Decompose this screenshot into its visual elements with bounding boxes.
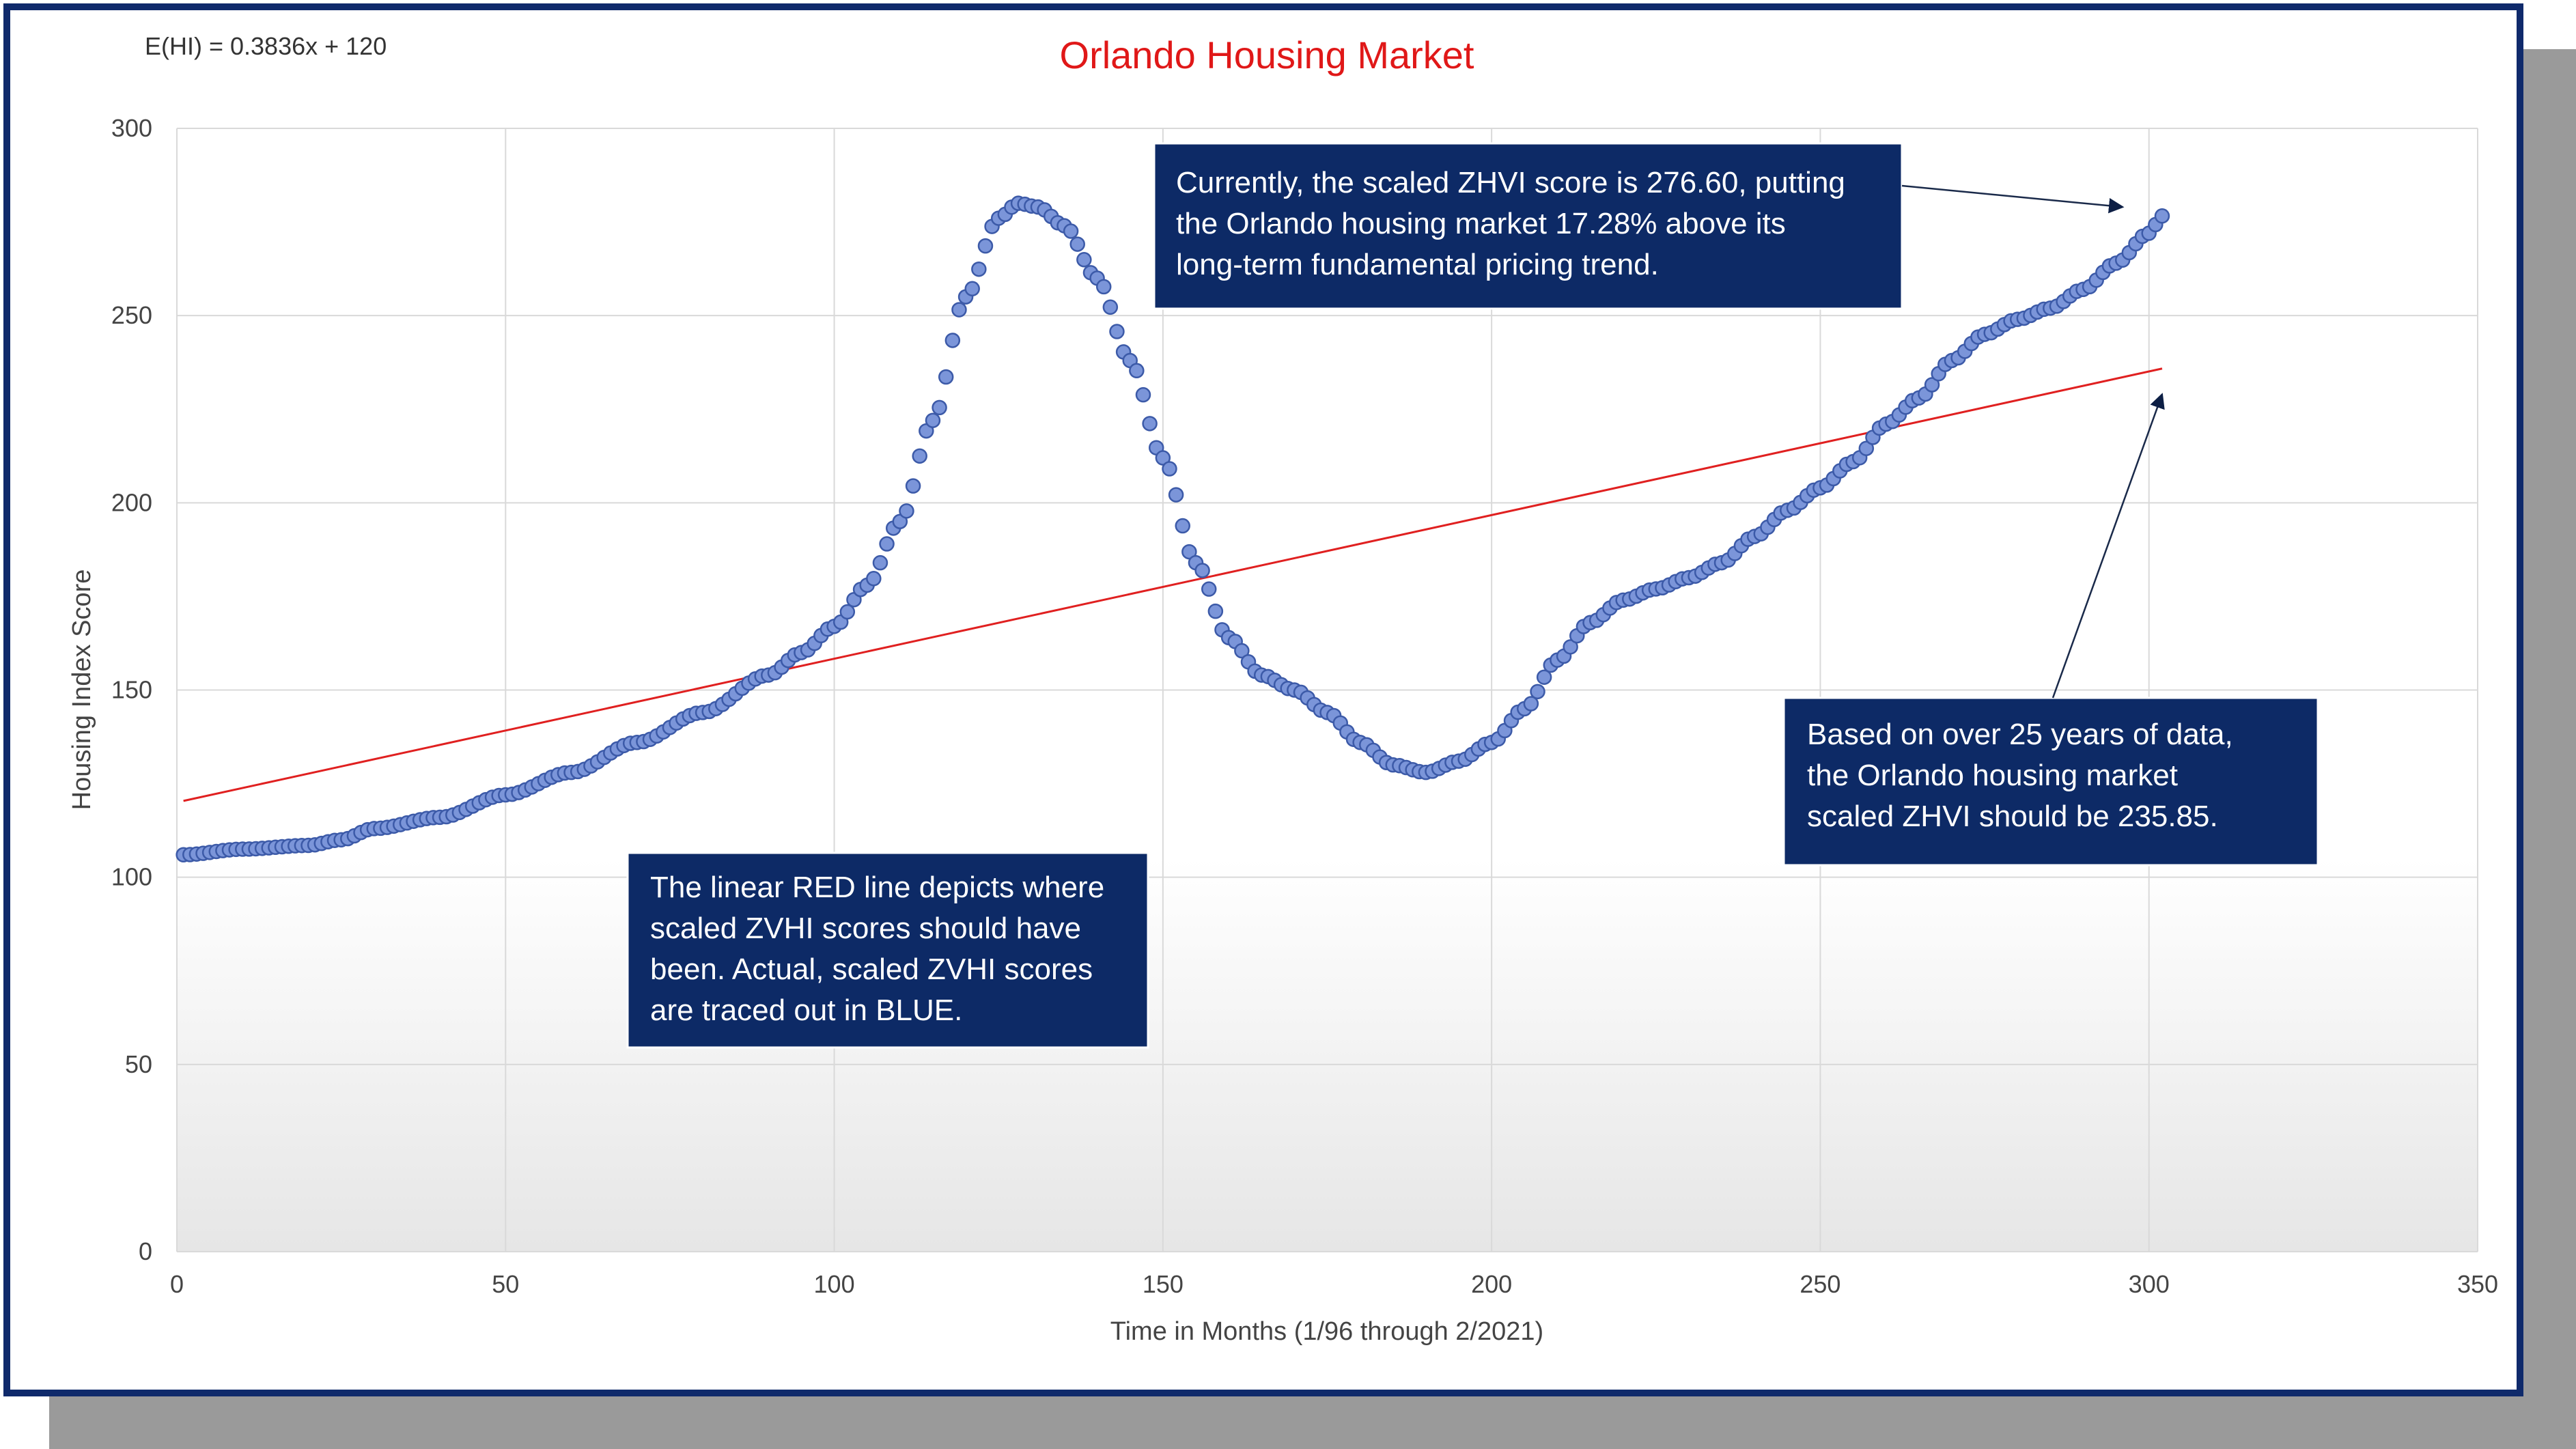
- y-tick-label: 200: [111, 488, 152, 516]
- data-point: [1076, 252, 1092, 268]
- data-point: [951, 302, 967, 318]
- callout-legend-line-3: been. Actual, scaled ZVHI scores: [650, 953, 1093, 986]
- x-tick-label: 250: [1800, 1270, 1840, 1298]
- regression-equation: E(HI) = 0.3836x + 120: [145, 32, 387, 60]
- data-point: [977, 238, 994, 254]
- data-point: [1181, 544, 1197, 560]
- data-point: [905, 478, 921, 494]
- callout-current-line-2: the Orlando housing market 17.28% above …: [1176, 207, 1786, 240]
- data-point: [1194, 563, 1210, 578]
- callout-legend-line-1: The linear RED line depicts where: [650, 871, 1104, 904]
- data-point: [1129, 363, 1145, 379]
- arrow-current: [1901, 184, 2125, 214]
- data-point: [1530, 684, 1545, 700]
- y-axis-title: Housing Index Score: [68, 569, 96, 811]
- callout-legend-line-2: scaled ZVHI scores should have: [650, 912, 1081, 945]
- data-point: [1095, 279, 1112, 295]
- arrow-fundamental: [2052, 393, 2165, 699]
- y-tick-label: 100: [111, 863, 152, 891]
- data-point: [1168, 487, 1184, 503]
- data-point: [872, 554, 888, 571]
- callout-current-box: [1153, 142, 1903, 310]
- x-tick-label: 350: [2457, 1270, 2498, 1298]
- y-tick-label: 300: [111, 114, 152, 142]
- x-tick-label: 200: [1471, 1270, 1512, 1298]
- y-tick-label: 0: [139, 1237, 152, 1265]
- callout-fundamental-box: [1782, 697, 2319, 867]
- data-point: [1155, 450, 1171, 466]
- x-tick-label: 100: [814, 1270, 855, 1298]
- y-tick-label: 150: [111, 676, 152, 704]
- data-point: [1135, 386, 1151, 403]
- data-point: [1207, 603, 1224, 619]
- data-point: [2154, 208, 2170, 224]
- gridlines: [176, 128, 2478, 1252]
- callout-legend-note: The linear RED line depicts where scaled…: [626, 852, 1149, 1049]
- data-point: [866, 571, 882, 587]
- x-tick-label: 50: [492, 1270, 519, 1298]
- data-point: [1069, 236, 1085, 252]
- data-point: [1175, 518, 1190, 534]
- y-tick-label: 50: [125, 1050, 152, 1078]
- y-tick-label: 250: [111, 301, 152, 329]
- x-tick-label: 150: [1143, 1270, 1184, 1298]
- data-point: [912, 448, 927, 464]
- trend-line: [183, 367, 2163, 802]
- data-points: [176, 195, 2170, 863]
- callout-fundamental-line-1: Based on over 25 years of data,: [1807, 718, 2233, 751]
- x-axis-title: Time in Months (1/96 through 2/2021): [1110, 1317, 1543, 1346]
- chart-title: Orlando Housing Market: [1060, 33, 1474, 76]
- callout-current: Currently, the scaled ZHVI score is 276.…: [1153, 142, 1903, 310]
- data-point: [1102, 299, 1119, 315]
- callout-current-line-3: long-term fundamental pricing trend.: [1176, 248, 1659, 281]
- data-point: [932, 399, 947, 416]
- data-point: [1162, 461, 1177, 477]
- callout-fundamental-line-3: scaled ZHVI should be 235.85.: [1807, 800, 2218, 833]
- data-point: [879, 536, 895, 552]
- axis-ticks: 0 50 100 150 200 250 300 0 50 100 150 200 250 300 350: [111, 114, 2498, 1298]
- data-point: [899, 503, 914, 519]
- x-tick-label: 300: [2129, 1270, 2170, 1298]
- data-point: [1142, 416, 1158, 432]
- callout-fundamental-line-2: the Orlando housing market: [1807, 759, 2178, 792]
- data-point: [971, 261, 987, 277]
- x-tick-label: 0: [170, 1270, 184, 1298]
- data-point: [1063, 223, 1079, 239]
- callout-legend-note-box: [626, 852, 1149, 1049]
- callout-fundamental: Based on over 25 years of data, the Orla…: [1782, 697, 2319, 867]
- data-point: [1523, 696, 1539, 712]
- data-point: [1536, 669, 1552, 685]
- data-point: [1109, 324, 1125, 339]
- data-point: [938, 369, 954, 385]
- data-point: [964, 281, 980, 297]
- data-point: [1201, 581, 1217, 597]
- data-point: [1563, 639, 1578, 655]
- callout-legend-line-4: are traced out in BLUE.: [650, 994, 962, 1027]
- data-point: [944, 333, 961, 348]
- data-point: [1924, 377, 1940, 393]
- data-point: [1234, 643, 1250, 659]
- callout-current-line-1: Currently, the scaled ZHVI score is 276.…: [1176, 166, 1845, 199]
- data-point: [839, 604, 856, 620]
- data-point: [925, 412, 941, 428]
- data-point: [1858, 440, 1875, 456]
